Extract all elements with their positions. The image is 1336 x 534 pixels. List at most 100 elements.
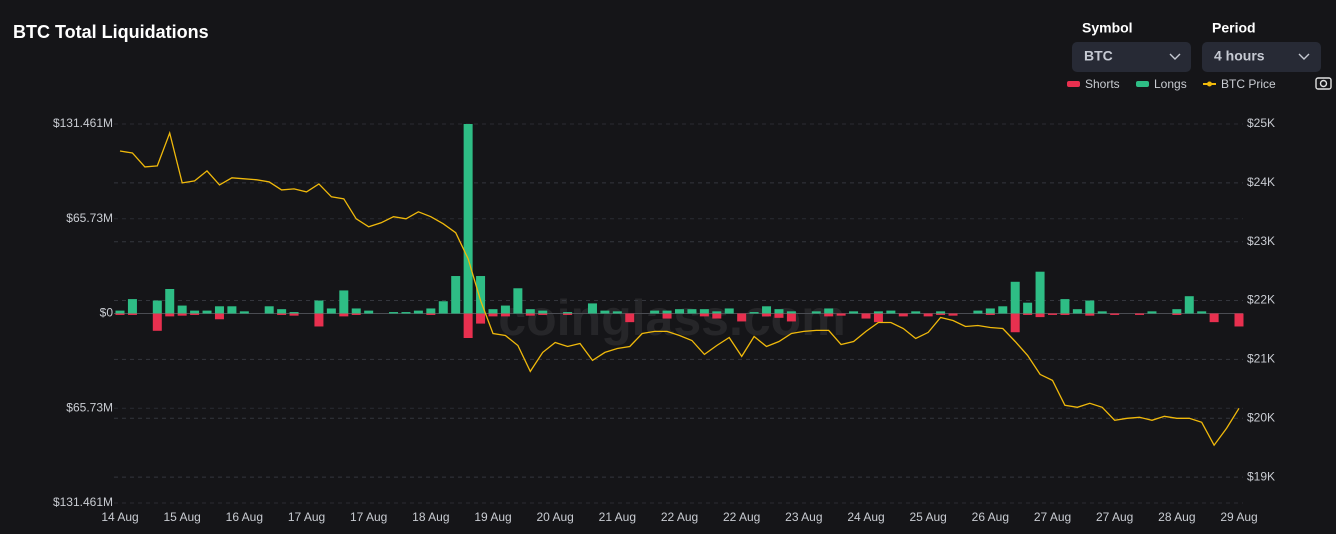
price-line [119,130,1240,447]
bar [289,313,299,316]
y-tick-label: $131.461M [53,116,113,130]
bar [699,313,709,317]
bar [1010,281,1020,314]
bar [326,308,336,314]
x-tick-label: 17 Aug [350,510,387,524]
bar [1085,313,1095,316]
bar [152,313,162,331]
bar [1197,311,1207,314]
x-tick-label: 17 Aug [288,510,325,524]
bar [1023,313,1033,315]
bar [886,310,896,314]
bar [127,299,137,314]
bar [1060,299,1070,314]
x-tick-label: 21 Aug [599,510,636,524]
bar [500,313,510,317]
y-tick-label: $131.461M [53,495,113,509]
bar [538,313,548,315]
bar [426,313,436,315]
x-tick-label: 24 Aug [847,510,884,524]
x-tick-label: 29 Aug [1220,510,1257,524]
bar [861,313,871,319]
y2-tick-label: $21K [1247,352,1275,366]
chart-title: BTC Total Liquidations [13,22,209,42]
period-label: Period [1212,20,1256,36]
bar [774,309,784,314]
bar [538,310,548,314]
bar [1035,313,1045,318]
bar [762,306,772,314]
bar [438,301,448,314]
bar [1010,313,1020,333]
bar [1072,309,1082,314]
bar [662,313,672,319]
bar [476,276,486,314]
bar [500,305,510,314]
bar [824,308,834,314]
bar [1048,313,1057,315]
bar [699,309,709,314]
bar [737,313,747,322]
select-box[interactable] [1072,42,1191,72]
legend-swatch [1136,81,1149,87]
select-box[interactable] [1202,42,1321,72]
x-tick-label: 27 Aug [1096,510,1133,524]
bar [525,313,535,316]
period-select[interactable]: 4 hours [1202,42,1321,72]
bar [1172,313,1182,315]
bar [401,312,411,314]
bar [413,310,423,314]
y2-tick-label: $19K [1247,469,1275,483]
legend-item[interactable]: BTC Price [1203,77,1276,91]
bar [364,310,374,314]
bar [936,311,946,314]
bar [687,309,697,314]
camera-icon[interactable] [1315,77,1332,90]
x-tick-label: 14 Aug [101,510,138,524]
bar [1234,313,1244,327]
x-tick-label: 20 Aug [536,510,573,524]
bar [152,300,162,314]
bar [985,308,995,314]
symbol-value[interactable]: BTC [1084,48,1113,64]
bar [264,306,274,314]
chevron [1298,53,1310,60]
bar [786,311,796,314]
symbol-select[interactable]: BTC [1072,42,1191,72]
bar [849,311,859,314]
bar [190,313,200,315]
bar [277,313,287,315]
bar [998,306,1008,314]
bar [451,276,461,314]
period-value[interactable]: 4 hours [1214,48,1265,64]
bar [214,306,224,314]
x-tick-label: 26 Aug [972,510,1009,524]
y-tick-label: $65.73M [66,400,113,414]
legend-dot [1207,81,1212,87]
bar [351,308,361,314]
y-tick-label: $65.73M [66,211,113,225]
bar [476,313,486,324]
bar [463,313,473,339]
bar [625,313,635,323]
bar [463,124,473,314]
y-tick-label: $0 [100,306,114,320]
bar [513,288,523,314]
bar [177,305,187,314]
x-tick-label: 27 Aug [1034,510,1071,524]
x-tick-label: 25 Aug [909,510,946,524]
legend-label: Shorts [1085,77,1120,91]
bar [650,310,660,314]
bar [1035,271,1045,314]
x-tick-label: 19 Aug [474,510,511,524]
bar [1172,309,1182,314]
bar [214,313,224,320]
y2-tick-label: $23K [1247,234,1275,248]
bar [1209,313,1219,323]
camera-button[interactable] [1315,77,1332,90]
legend-item[interactable]: Longs [1136,77,1187,91]
bar [351,313,361,315]
bar [339,313,349,317]
bar [1060,313,1070,315]
legend-item[interactable]: Shorts [1067,77,1120,91]
